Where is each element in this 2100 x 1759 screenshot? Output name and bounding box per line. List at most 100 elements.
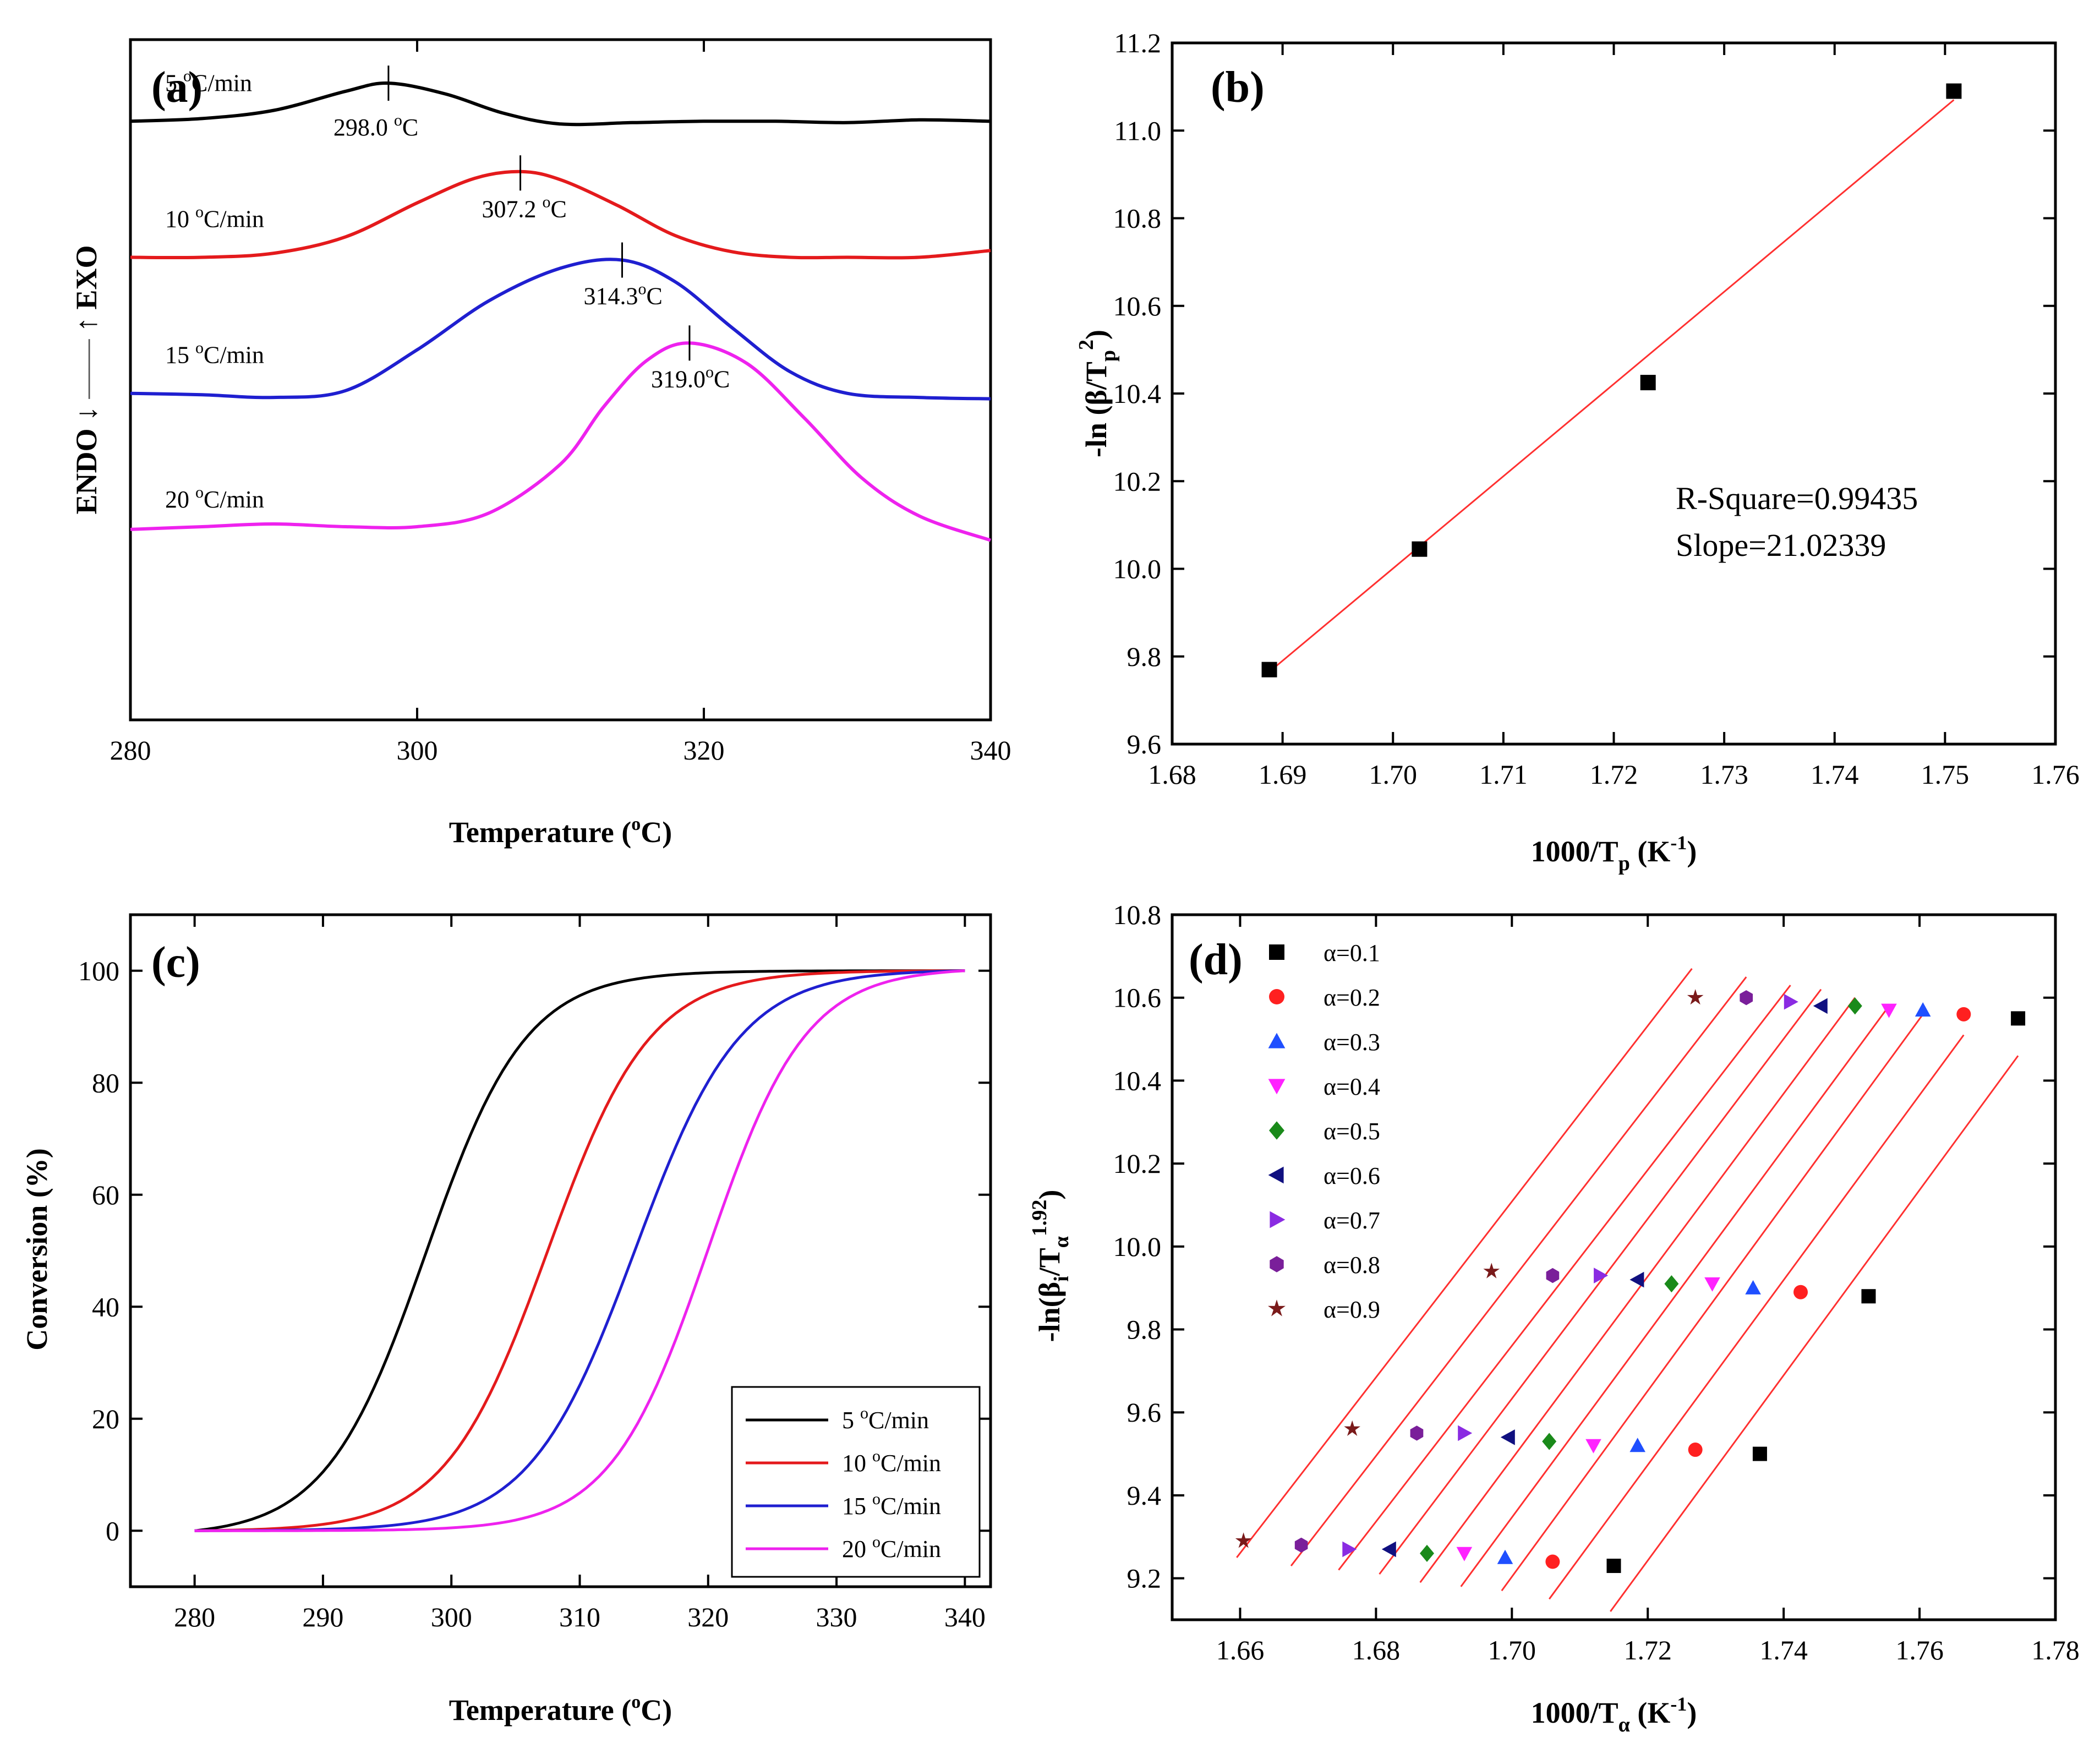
data-point	[1784, 993, 1798, 1010]
data-point	[1606, 1559, 1621, 1574]
series-label: 15 oC/min	[165, 339, 264, 369]
text-part: p	[1618, 852, 1630, 875]
x-tick-label: 300	[431, 1602, 472, 1632]
text-part: o	[183, 67, 192, 85]
text-part: o	[631, 814, 641, 834]
x-tick-label: 1.78	[2031, 1635, 2080, 1665]
text-part: 5	[842, 1407, 860, 1434]
data-point	[1268, 1299, 1286, 1316]
text-part: 15	[165, 342, 195, 369]
text-part: o	[195, 339, 204, 357]
data-point	[1664, 1275, 1679, 1293]
x-tick-label: 280	[110, 735, 151, 766]
y-tick-label: 11.2	[1114, 28, 1161, 58]
conversion-curve	[194, 969, 965, 1532]
y-tick-label: 10.4	[1113, 1065, 1162, 1096]
legend-label: 5 oC/min	[842, 1404, 929, 1434]
data-point	[1861, 1289, 1876, 1304]
y-tick-label: 10.6	[1113, 291, 1162, 321]
text-part: /T	[1033, 1248, 1066, 1276]
x-tick-label: 320	[683, 735, 725, 766]
y-tick-label: 10.2	[1113, 466, 1162, 496]
fit-line	[1379, 988, 1822, 1575]
x-tick-label: 300	[397, 735, 438, 766]
text-part: -1	[1670, 832, 1687, 854]
legend-label: α=0.7	[1324, 1207, 1380, 1234]
y-tick-label: 9.6	[1127, 729, 1162, 760]
data-point	[1629, 1438, 1645, 1452]
y-label-endo: ENDO ↓	[70, 399, 103, 515]
slope-annotation: Slope=21.02339	[1676, 527, 1886, 563]
x-tick-label: 1.72	[1590, 759, 1638, 790]
fit-line	[1268, 99, 1955, 673]
x-tick-label: 340	[970, 735, 1011, 766]
text-part: C/min	[204, 342, 264, 369]
y-tick-label: 10.8	[1113, 899, 1162, 930]
data-point	[1497, 1549, 1513, 1564]
x-tick-label: 1.74	[1759, 1635, 1808, 1665]
text-part: )	[1033, 1190, 1066, 1200]
y-label-exo: ↑ EXO	[70, 245, 103, 339]
data-point	[1269, 944, 1284, 960]
plot-frame	[129, 913, 992, 1588]
text-part: p	[1097, 350, 1120, 362]
data-point	[1640, 375, 1656, 391]
dsc-curve	[130, 170, 991, 260]
text-part: 5	[165, 69, 183, 96]
data-point	[1688, 1443, 1703, 1457]
text-part: α	[1050, 1236, 1073, 1248]
text-part: 298.0	[333, 114, 394, 141]
peak-label: 307.2 oC	[482, 193, 567, 222]
data-point	[1458, 1425, 1473, 1441]
text-part: 314.3	[584, 282, 638, 309]
text-part: C/min	[868, 1407, 929, 1434]
legend-label: 20 oC/min	[842, 1533, 941, 1563]
text-part: 319.0	[651, 365, 706, 392]
data-point	[1847, 997, 1862, 1015]
data-point	[1585, 1439, 1601, 1454]
data-point	[1500, 1429, 1515, 1445]
y-axis-label: ENDO ↓ —— ↑ EXO	[70, 245, 103, 514]
data-point	[1542, 1433, 1557, 1450]
data-point	[1344, 1420, 1360, 1436]
y-tick-label: 10.6	[1113, 982, 1162, 1013]
text-part: C)	[641, 1694, 672, 1727]
text-part: C	[714, 365, 730, 392]
data-point	[1687, 989, 1704, 1005]
text-part: C	[402, 114, 418, 141]
data-point	[1594, 1268, 1609, 1283]
fit-line	[1501, 1013, 1924, 1592]
x-tick-label: 310	[559, 1602, 600, 1632]
panel-label: (a)	[151, 63, 203, 112]
y-axis-label: -ln(βi/Tα1.92)	[1028, 1190, 1073, 1342]
text-part: o	[195, 203, 204, 221]
y-tick-label: 0	[106, 1515, 119, 1546]
data-point	[1381, 1541, 1396, 1558]
y-tick-label: 10.0	[1113, 1231, 1162, 1262]
legend-label: α=0.8	[1324, 1252, 1380, 1279]
text-part: C/min	[204, 486, 264, 513]
data-point	[1412, 541, 1428, 557]
data-point	[1269, 1121, 1284, 1140]
data-point	[1342, 1541, 1357, 1558]
dsc-curve	[130, 258, 991, 401]
dsc-curve	[130, 81, 991, 127]
data-point	[1268, 1166, 1284, 1184]
dsc-curve	[130, 341, 991, 542]
x-tick-label: 1.76	[1895, 1635, 1944, 1665]
series-label: 20 oC/min	[165, 483, 264, 513]
legend-label: α=0.4	[1324, 1073, 1380, 1100]
x-tick-label: 1.69	[1259, 759, 1307, 790]
x-tick-label: 320	[687, 1602, 729, 1632]
legend-label: α=0.2	[1324, 984, 1380, 1011]
text-part: (K	[1630, 1696, 1671, 1729]
data-point	[1235, 1532, 1252, 1548]
legend-label: α=0.1	[1324, 939, 1380, 966]
text-part: C/min	[881, 1536, 941, 1563]
text-part: o	[638, 280, 647, 298]
x-axis-label: Temperature (oC)	[449, 1692, 672, 1727]
x-tick-label: 290	[302, 1602, 343, 1632]
text-part: C	[551, 195, 567, 222]
x-tick-label: 340	[944, 1602, 986, 1632]
text-part: 20	[842, 1536, 872, 1563]
